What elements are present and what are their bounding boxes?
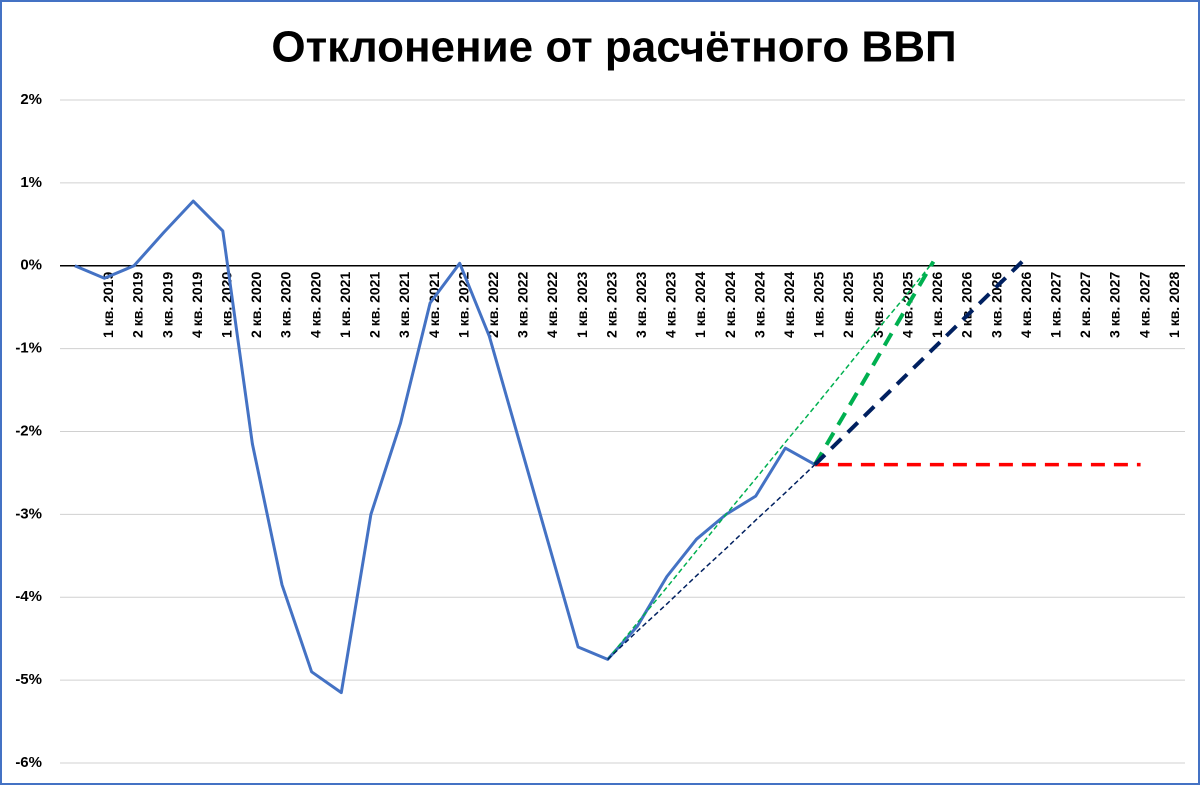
x-tick-label: 3 кв. 2027: [1107, 272, 1123, 338]
x-tick-label: 4 кв. 2019: [189, 272, 205, 338]
chart-title: Отклонение от расчётного ВВП: [271, 23, 956, 72]
x-tick-label: 2 кв. 2025: [840, 272, 856, 338]
x-tick-label: 3 кв. 2023: [633, 272, 649, 338]
x-tick-label: 2 кв. 2022: [485, 272, 501, 338]
y-tick-label: 0%: [20, 257, 42, 274]
x-tick-label: 3 кв. 2021: [396, 272, 412, 338]
x-tick-label: 4 кв. 2023: [663, 272, 679, 338]
x-tick-label: 4 кв. 2021: [426, 272, 442, 338]
x-tick-label: 1 кв. 2028: [1166, 272, 1182, 338]
x-tick-label: 3 кв. 2026: [988, 272, 1004, 338]
x-tick-label: 4 кв. 2022: [544, 272, 560, 338]
x-tick-label: 4 кв. 2026: [1018, 272, 1034, 338]
x-tick-label: 2 кв. 2024: [722, 272, 738, 338]
y-tick-label: -5%: [15, 671, 42, 688]
y-tick-label: -2%: [15, 422, 42, 439]
data-line: [813, 260, 1024, 467]
x-tick-label: 1 кв. 2024: [692, 272, 708, 338]
x-tick-label: 2 кв. 2027: [1077, 272, 1093, 338]
data-line: [813, 260, 936, 466]
x-tick-label: 2 кв. 2026: [959, 272, 975, 338]
x-tick-label: 3 кв. 2020: [278, 272, 294, 338]
x-tick-label: 2 кв. 2020: [248, 272, 264, 338]
x-tick-label: 1 кв. 2019: [100, 272, 116, 338]
x-tick-label: 2 кв. 2021: [367, 272, 383, 338]
data-line: [74, 199, 816, 695]
x-tick-label: 1 кв. 2025: [811, 272, 827, 338]
x-tick-label: 1 кв. 2021: [337, 272, 353, 338]
x-tick-label: 3 кв. 2024: [751, 272, 767, 338]
x-tick-label: 1 кв. 2022: [455, 272, 471, 338]
x-tick-label: 3 кв. 2022: [515, 272, 531, 338]
y-tick-label: -4%: [15, 588, 42, 605]
x-tick-label: 1 кв. 2027: [1047, 272, 1063, 338]
x-tick-label: 4 кв. 2027: [1136, 272, 1152, 338]
x-tick-label: 4 кв. 2024: [781, 272, 797, 338]
y-tick-label: -6%: [15, 754, 42, 771]
x-tick-label: 2 кв. 2019: [130, 272, 146, 338]
y-tick-label: 1%: [20, 174, 42, 191]
x-tick-label: 1 кв. 2026: [929, 272, 945, 338]
data-line: [607, 261, 934, 660]
x-tick-label: 3 кв. 2019: [159, 272, 175, 338]
x-tick-label: 1 кв. 2023: [574, 272, 590, 338]
x-tick-label: 2 кв. 2023: [603, 272, 619, 338]
y-tick-label: 2%: [20, 91, 42, 108]
x-tick-label: 4 кв. 2020: [307, 272, 323, 338]
y-tick-label: -3%: [15, 505, 42, 522]
x-tick-label: 3 кв. 2025: [870, 272, 886, 338]
y-tick-label: -1%: [15, 340, 42, 357]
data-line: [607, 464, 816, 660]
